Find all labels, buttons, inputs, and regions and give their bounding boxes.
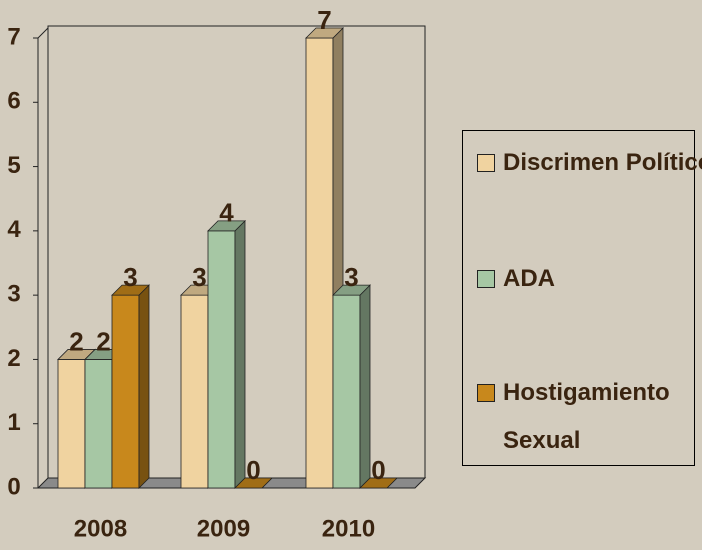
bar-top xyxy=(234,477,273,489)
bar-top xyxy=(111,284,150,296)
bar-top xyxy=(332,284,371,296)
bar-side xyxy=(234,219,246,489)
value-label: 7 xyxy=(317,5,331,35)
legend-label: Discrimen Político xyxy=(503,149,702,176)
bar-top xyxy=(359,477,398,489)
bar xyxy=(332,284,371,489)
bar-front xyxy=(207,230,236,489)
y-tick-label: 5 xyxy=(7,152,20,179)
y-tick-label: 6 xyxy=(7,88,20,115)
bar-front xyxy=(57,359,86,489)
value-label: 3 xyxy=(192,262,206,292)
value-label: 0 xyxy=(371,455,385,485)
value-label: 2 xyxy=(69,326,83,356)
bar-front xyxy=(180,294,209,489)
bar-front xyxy=(84,359,113,489)
y-tick-label: 2 xyxy=(7,345,20,372)
x-tick-label: 2009 xyxy=(197,515,250,542)
bar-side xyxy=(138,284,150,489)
legend-swatch xyxy=(477,154,495,172)
y-tick-label: 7 xyxy=(7,23,20,50)
bar xyxy=(359,477,398,489)
value-label: 3 xyxy=(344,262,358,292)
x-tick-label: 2008 xyxy=(74,515,127,542)
bar xyxy=(111,284,150,489)
bar-top xyxy=(207,220,246,232)
value-label: 2 xyxy=(96,326,110,356)
bar-front xyxy=(305,37,334,489)
bar-front xyxy=(111,294,140,489)
y-tick-label: 3 xyxy=(7,280,20,307)
bar-top xyxy=(305,27,344,39)
back-wall xyxy=(47,25,426,478)
bar-front xyxy=(332,294,361,489)
legend-entry: ADA xyxy=(477,255,702,303)
y-tick-label: 0 xyxy=(7,473,20,500)
legend-entry: Hostigamiento Sexual xyxy=(477,369,702,465)
value-label: 4 xyxy=(219,198,234,228)
x-tick-label: 2010 xyxy=(322,515,375,542)
y-tick-label: 4 xyxy=(7,216,21,243)
value-label: 3 xyxy=(123,262,137,292)
legend-entry: Discrimen Político xyxy=(477,139,702,187)
bar xyxy=(234,477,273,489)
value-label: 0 xyxy=(246,455,260,485)
legend: Discrimen Político ADA Hostigamiento Sexua… xyxy=(462,130,702,466)
legend-label: Hostigamiento Sexual xyxy=(503,379,670,454)
legend-swatch xyxy=(477,270,495,288)
y-tick-label: 1 xyxy=(7,409,20,436)
legend-swatch xyxy=(477,384,495,402)
bar-side xyxy=(359,284,371,489)
legend-label: ADA xyxy=(503,265,555,292)
y-axis-depth xyxy=(37,27,49,39)
bar xyxy=(207,219,246,489)
